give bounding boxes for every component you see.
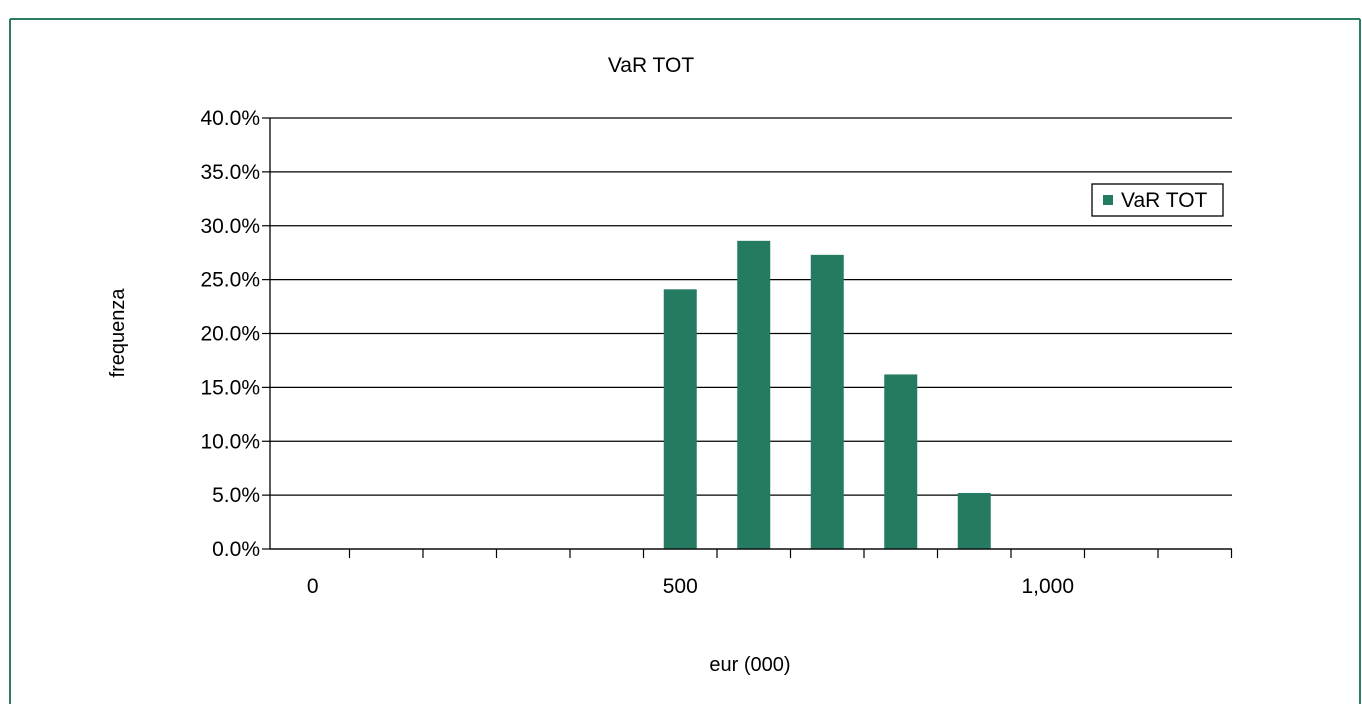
y-tick-label: 10.0%	[200, 430, 260, 453]
y-tick-label: 40.0%	[200, 107, 260, 130]
y-tick-label: 20.0%	[200, 323, 260, 346]
y-tick-label: 15.0%	[200, 376, 260, 399]
bar	[810, 254, 844, 549]
y-tick-label: 25.0%	[200, 269, 260, 292]
legend: VaR TOT	[1091, 183, 1224, 217]
y-tick-label: 0.0%	[212, 538, 260, 561]
y-axis-label: frequenza	[107, 288, 129, 378]
x-tick-label: 500	[663, 575, 698, 598]
y-tick-label: 5.0%	[212, 484, 260, 507]
x-axis-ticks: 0 500 1,000	[307, 549, 1233, 598]
bars	[663, 240, 991, 549]
chart-title: VaR TOT	[608, 54, 695, 77]
bar	[884, 374, 918, 549]
bar	[663, 289, 697, 549]
y-axis-ticks: 0.0% 5.0% 10.0% 15.0% 20.0% 25.0% 30.0% 35.0% 40…	[200, 107, 270, 561]
bar	[737, 240, 771, 549]
x-axis-label: eur (000)	[709, 654, 790, 676]
legend-box	[1091, 183, 1224, 217]
x-tick-label: 1,000	[1021, 575, 1074, 598]
y-tick-label: 35.0%	[200, 161, 260, 184]
x-tick-label: 0	[307, 575, 319, 598]
legend-label: VaR TOT	[1121, 189, 1208, 212]
y-tick-label: 30.0%	[200, 215, 260, 238]
bar	[957, 492, 991, 549]
legend-swatch	[1103, 195, 1113, 205]
